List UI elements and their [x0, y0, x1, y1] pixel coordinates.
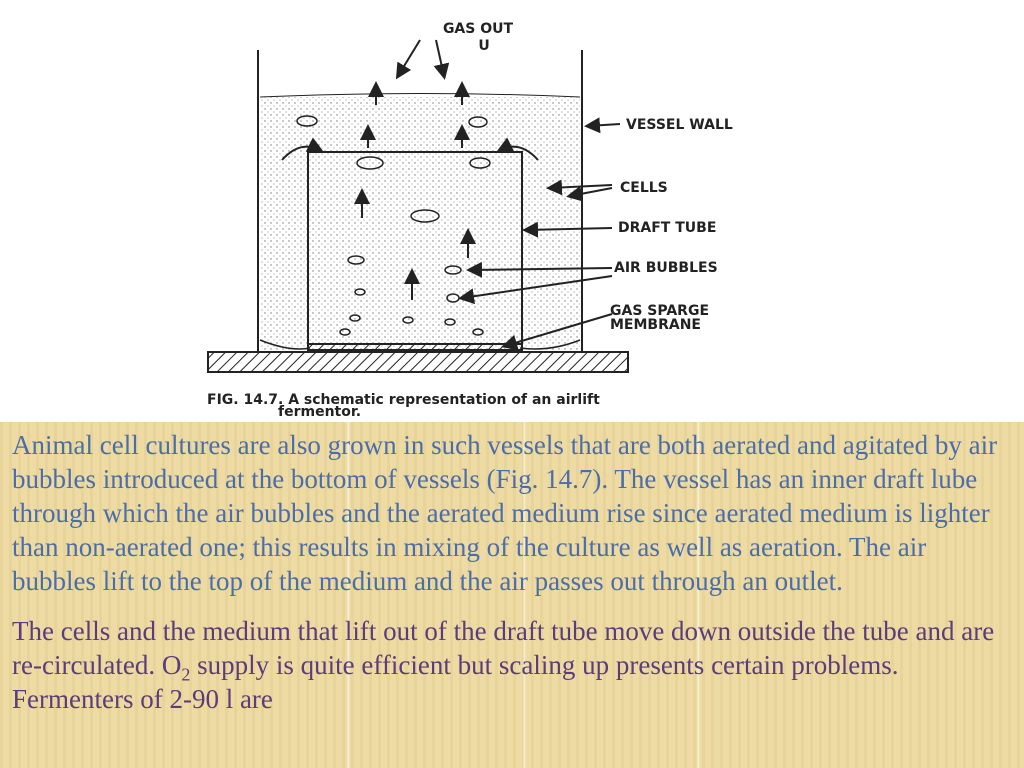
label: GAS SPARGE: [610, 303, 709, 319]
subscript: 2: [181, 664, 191, 685]
figure: GAS OUT U VESSEL WALL CELLS DRAFT TUBE A…: [207, 21, 733, 420]
text: The cells and the medium that lift out o…: [12, 616, 995, 680]
label: GAS OUT: [443, 21, 514, 37]
text-panel: Animal cell cultures are also grown in s…: [0, 422, 1024, 768]
text: supply is quite efficient but scaling up…: [12, 650, 899, 714]
caption: fermentor.: [278, 404, 361, 420]
paragraph: The cells and the medium that lift out o…: [0, 614, 1024, 716]
fermentor-drawing: [207, 39, 629, 373]
label: AIR BUBBLES: [614, 260, 718, 276]
paragraph: Animal cell cultures are also grown in s…: [12, 430, 998, 596]
label: CELLS: [620, 180, 668, 196]
label: DRAFT TUBE: [618, 220, 716, 236]
label: VESSEL WALL: [626, 117, 733, 133]
caption: FIG. 14.7. A schematic representation of…: [207, 392, 600, 408]
label: U: [478, 38, 489, 54]
label: MEMBRANE: [610, 317, 701, 333]
